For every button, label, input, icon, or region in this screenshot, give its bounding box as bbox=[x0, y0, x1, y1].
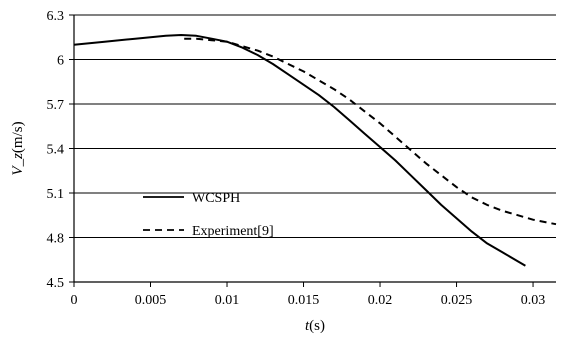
y-tick-label: 4.5 bbox=[47, 276, 65, 291]
tick-marks bbox=[69, 14, 534, 287]
y-axis-title: V_z(m/s) bbox=[10, 121, 26, 175]
y-axis-title-var: V_z bbox=[10, 153, 26, 176]
y-tick-label: 4.8 bbox=[47, 232, 65, 247]
x-tick-label: 0.02 bbox=[368, 293, 393, 308]
legend-label-experiment: Experiment[9] bbox=[192, 224, 274, 239]
gridlines bbox=[74, 14, 556, 238]
y-tick-label: 6.3 bbox=[47, 9, 65, 24]
x-tick-label: 0.025 bbox=[441, 293, 473, 308]
x-tick-label: 0 bbox=[71, 293, 78, 308]
y-tick-label: 5.1 bbox=[47, 187, 65, 202]
x-axis-title-unit: (s) bbox=[309, 318, 325, 334]
series-line-experiment bbox=[184, 37, 557, 226]
legend: WCSPH Experiment[9] bbox=[143, 191, 274, 239]
legend-label-wcsph: WCSPH bbox=[192, 191, 240, 206]
y-tick-label: 5.7 bbox=[47, 98, 65, 113]
x-tick-label: 0.015 bbox=[288, 293, 320, 308]
x-axis-title: t(s) bbox=[305, 318, 325, 334]
tick-labels: 4.5 4.8 5.1 5.4 5.7 6 6.3 0 0.005 0.01 0.015 0.02 0.… bbox=[47, 9, 546, 308]
y-axis-title-unit: (m/s) bbox=[10, 121, 26, 153]
x-tick-label: 0.005 bbox=[135, 293, 167, 308]
series-line-wcsph bbox=[73, 34, 526, 267]
x-axis-title-var: t bbox=[305, 318, 310, 334]
y-tick-label: 5.4 bbox=[47, 143, 65, 158]
series-lines bbox=[73, 34, 557, 267]
y-tick-label: 6 bbox=[57, 54, 64, 69]
x-tick-label: 0.01 bbox=[215, 293, 240, 308]
x-tick-label: 0.03 bbox=[521, 293, 546, 308]
